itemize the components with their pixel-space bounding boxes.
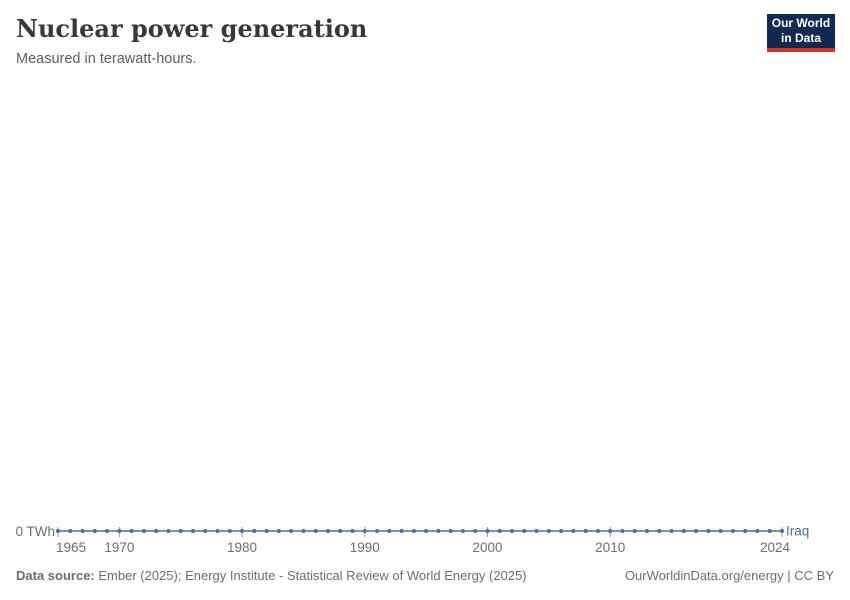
- data-point[interactable]: [571, 529, 576, 533]
- data-point[interactable]: [510, 529, 515, 533]
- data-point[interactable]: [264, 529, 269, 533]
- chart-footer: Data source: Ember (2025); Energy Instit…: [16, 568, 834, 583]
- data-point[interactable]: [325, 529, 330, 533]
- data-point[interactable]: [730, 529, 735, 533]
- data-point[interactable]: [608, 529, 613, 533]
- data-point[interactable]: [190, 529, 195, 533]
- y-axis-zero-label: 0 TWh: [15, 524, 55, 539]
- data-point[interactable]: [559, 529, 564, 533]
- x-axis-tick-label: 1990: [350, 540, 380, 555]
- data-point[interactable]: [203, 529, 208, 533]
- data-point[interactable]: [399, 529, 404, 533]
- data-point[interactable]: [129, 529, 134, 533]
- data-point[interactable]: [92, 529, 97, 533]
- data-point[interactable]: [534, 529, 539, 533]
- data-source: Data source: Ember (2025); Energy Instit…: [16, 568, 527, 583]
- data-source-text: Ember (2025); Energy Institute - Statist…: [94, 568, 527, 583]
- data-point[interactable]: [424, 529, 429, 533]
- data-point[interactable]: [105, 529, 110, 533]
- data-point[interactable]: [338, 529, 343, 533]
- x-axis-tick-label: 1970: [104, 540, 134, 555]
- x-axis-tick-label: 2000: [472, 540, 502, 555]
- data-point[interactable]: [681, 529, 686, 533]
- entity-label-iraq[interactable]: Iraq: [786, 524, 809, 539]
- data-point[interactable]: [289, 529, 294, 533]
- x-axis-tick-label: 1965: [56, 540, 86, 555]
- owid-logo-line1: Our World: [771, 16, 831, 31]
- data-point[interactable]: [522, 529, 527, 533]
- x-axis-tick-label: 2024: [760, 540, 791, 555]
- data-point[interactable]: [767, 529, 772, 533]
- data-point[interactable]: [166, 529, 171, 533]
- chart-subtitle: Measured in terawatt-hours.: [16, 51, 197, 67]
- data-point[interactable]: [240, 529, 245, 533]
- data-point[interactable]: [178, 529, 183, 533]
- data-point[interactable]: [215, 529, 220, 533]
- footer-license-link[interactable]: OurWorldinData.org/energy | CC BY: [624, 568, 834, 583]
- chart-title: Nuclear power generation: [16, 14, 368, 43]
- data-point[interactable]: [350, 529, 355, 533]
- data-point[interactable]: [362, 529, 367, 533]
- data-point[interactable]: [694, 529, 699, 533]
- data-point[interactable]: [669, 529, 674, 533]
- data-point[interactable]: [252, 529, 257, 533]
- data-point[interactable]: [227, 529, 232, 533]
- data-point[interactable]: [375, 529, 380, 533]
- data-point[interactable]: [706, 529, 711, 533]
- data-point[interactable]: [154, 529, 159, 533]
- data-point[interactable]: [313, 529, 318, 533]
- data-point[interactable]: [117, 529, 122, 533]
- data-point[interactable]: [546, 529, 551, 533]
- data-point[interactable]: [595, 529, 600, 533]
- data-source-label: Data source:: [16, 568, 95, 583]
- data-point[interactable]: [68, 529, 73, 533]
- data-point[interactable]: [632, 529, 637, 533]
- x-axis-tick-label: 2010: [595, 540, 625, 555]
- data-point[interactable]: [497, 529, 502, 533]
- data-point[interactable]: [743, 529, 748, 533]
- data-point[interactable]: [448, 529, 453, 533]
- data-point[interactable]: [141, 529, 146, 533]
- data-point[interactable]: [460, 529, 465, 533]
- data-point[interactable]: [485, 529, 490, 533]
- data-point[interactable]: [276, 529, 281, 533]
- data-point[interactable]: [583, 529, 588, 533]
- data-point[interactable]: [56, 529, 60, 533]
- x-axis-tick-label: 1980: [227, 540, 257, 555]
- owid-logo-line2: in Data: [780, 31, 821, 45]
- data-point[interactable]: [473, 529, 478, 533]
- data-point[interactable]: [645, 529, 650, 533]
- data-point[interactable]: [620, 529, 625, 533]
- data-point[interactable]: [80, 529, 85, 533]
- data-point[interactable]: [718, 529, 723, 533]
- data-point[interactable]: [755, 529, 760, 533]
- data-point[interactable]: [780, 529, 784, 533]
- data-point[interactable]: [436, 529, 441, 533]
- data-point[interactable]: [387, 529, 392, 533]
- data-point[interactable]: [657, 529, 662, 533]
- data-point[interactable]: [301, 529, 306, 533]
- owid-logo[interactable]: Our World in Data: [767, 14, 835, 52]
- data-point[interactable]: [411, 529, 416, 533]
